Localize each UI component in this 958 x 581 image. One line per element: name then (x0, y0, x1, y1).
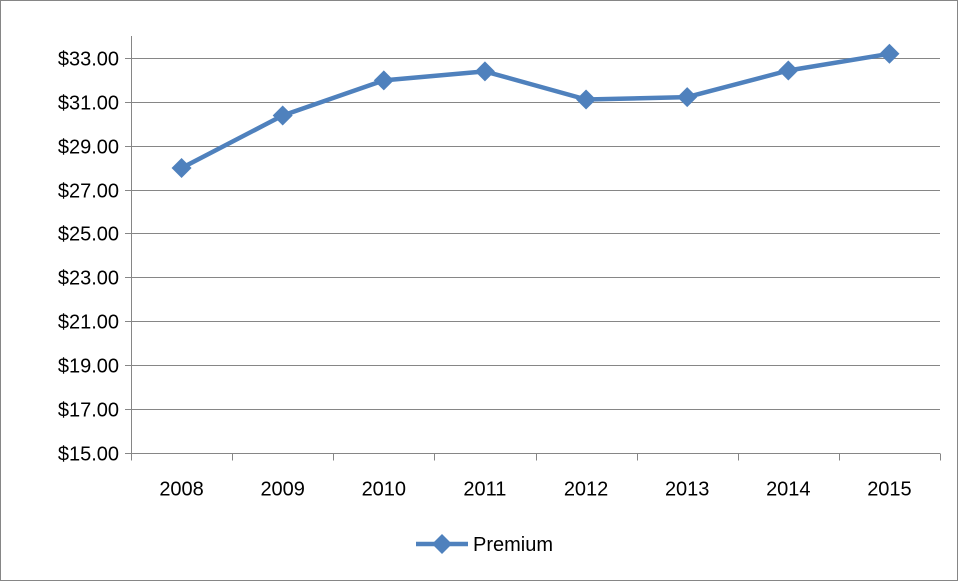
data-point-2012 (576, 89, 597, 110)
y-tick-label: $25.00 (58, 224, 119, 246)
y-tick-label: $29.00 (58, 137, 119, 159)
x-tick-label: 2009 (260, 479, 305, 501)
y-tick-label: $17.00 (58, 400, 119, 422)
x-tick-label: 2012 (564, 479, 609, 501)
y-tick-label: $23.00 (58, 268, 119, 290)
x-tick-label: 2013 (665, 479, 710, 501)
y-tick-label: $15.00 (58, 444, 119, 466)
data-point-2015 (879, 43, 900, 64)
data-point-2010 (373, 70, 394, 91)
data-point-2013 (677, 87, 698, 108)
y-tick-label: $33.00 (58, 49, 119, 71)
data-point-2014 (778, 60, 799, 81)
series-line-0 (180, 51, 890, 170)
y-tick-label: $21.00 (58, 312, 119, 334)
y-tick-label: $19.00 (58, 356, 119, 378)
x-tick-label: 2010 (362, 479, 407, 501)
x-tick-label: 2015 (867, 479, 912, 501)
legend-swatch-marker (432, 534, 452, 554)
data-point-2008 (171, 157, 192, 178)
y-tick-label: $31.00 (58, 93, 119, 115)
data-point-2011 (474, 61, 495, 82)
y-tick-label: $27.00 (58, 181, 119, 203)
x-tick-label: 2008 (159, 479, 204, 501)
legend-label: Premium (473, 534, 553, 556)
data-point-2009 (272, 105, 293, 126)
x-tick-label: 2014 (766, 479, 811, 501)
x-tick-label: 2011 (463, 479, 506, 501)
